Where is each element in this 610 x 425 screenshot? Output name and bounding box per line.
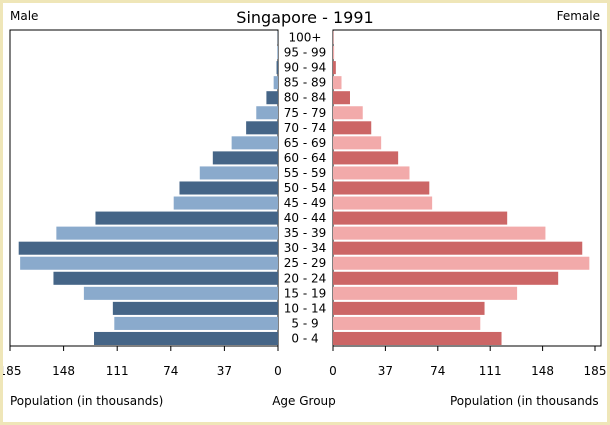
male-bar-12 — [212, 151, 278, 165]
male-axis-label: Population (in thousands) — [10, 394, 163, 408]
age-label-20: 100+ — [289, 31, 322, 45]
age-label-12: 60 - 64 — [284, 151, 327, 165]
female-bar-19 — [333, 46, 335, 60]
age-label-2: 10 - 14 — [284, 301, 327, 315]
male-bar-11 — [199, 166, 278, 180]
age-label-19: 95 - 99 — [284, 46, 327, 60]
female-bar-17 — [333, 76, 342, 90]
female-bar-7 — [333, 226, 546, 240]
female-tick-label-1: 37 — [378, 364, 393, 378]
female-bar-3 — [333, 286, 518, 300]
male-tick-label-4: 37 — [217, 364, 232, 378]
female-axis-label: Population (in thousands — [450, 394, 599, 408]
female-bar-16 — [333, 91, 350, 105]
male-label: Male — [10, 9, 38, 23]
male-tick-label-1: 148 — [52, 364, 75, 378]
age-label-13: 65 - 69 — [284, 136, 327, 150]
age-label-7: 35 - 39 — [284, 226, 327, 240]
male-bar-9 — [173, 196, 278, 210]
male-bar-15 — [256, 106, 278, 120]
female-tick-label-4: 148 — [531, 364, 554, 378]
age-label-17: 85 - 89 — [284, 76, 327, 90]
female-label: Female — [557, 9, 600, 23]
ticks-group: 185 148 111 74 37 0 0 37 74 111 148 185 — [3, 346, 606, 378]
female-bar-14 — [333, 121, 372, 135]
age-label-18: 90 - 94 — [284, 61, 327, 75]
male-bar-2 — [112, 301, 278, 315]
male-bar-14 — [246, 121, 278, 135]
age-label-15: 75 - 79 — [284, 106, 327, 120]
male-bar-16 — [266, 91, 278, 105]
female-bar-9 — [333, 196, 433, 210]
male-tick-label-2: 111 — [106, 364, 129, 378]
female-bar-18 — [333, 61, 336, 75]
female-bar-0 — [333, 331, 502, 345]
age-label-1: 5 - 9 — [291, 316, 318, 330]
age-label-14: 70 - 74 — [284, 121, 327, 135]
age-label-8: 40 - 44 — [284, 211, 327, 225]
male-bar-10 — [179, 181, 278, 195]
female-bar-10 — [333, 181, 430, 195]
age-label-3: 15 - 19 — [284, 286, 327, 300]
age-label-16: 80 - 84 — [284, 91, 327, 105]
female-bar-2 — [333, 301, 485, 315]
female-bar-13 — [333, 136, 382, 150]
female-tick-label-0: 0 — [329, 364, 337, 378]
age-label-0: 0 - 4 — [291, 331, 318, 345]
male-bar-7 — [56, 226, 278, 240]
age-label-11: 55 - 59 — [284, 166, 327, 180]
male-tick-label-0: 185 — [3, 364, 21, 378]
female-tick-label-3: 111 — [479, 364, 502, 378]
male-bar-1 — [114, 316, 278, 330]
female-bar-8 — [333, 211, 508, 225]
female-bar-5 — [333, 256, 590, 270]
female-bar-11 — [333, 166, 410, 180]
male-tick-label-3: 74 — [163, 364, 178, 378]
female-bar-6 — [333, 241, 583, 255]
population-pyramid-chart: Singapore - 1991 Male Female 0 - 45 - 91… — [3, 8, 606, 408]
male-bar-3 — [83, 286, 278, 300]
female-bar-15 — [333, 106, 363, 120]
male-bar-0 — [94, 331, 279, 345]
age-label-5: 25 - 29 — [284, 256, 327, 270]
female-tick-label-5: 185 — [584, 364, 607, 378]
female-bar-1 — [333, 316, 481, 330]
male-bar-13 — [231, 136, 278, 150]
male-tick-label-5: 0 — [274, 364, 282, 378]
female-bar-12 — [333, 151, 399, 165]
male-bar-19 — [277, 46, 278, 60]
male-bar-4 — [53, 271, 279, 285]
bars-group — [18, 31, 590, 345]
male-bar-17 — [273, 76, 278, 90]
age-label-9: 45 - 49 — [284, 196, 327, 210]
age-label-4: 20 - 24 — [284, 271, 327, 285]
female-bar-4 — [333, 271, 559, 285]
male-bar-8 — [95, 211, 278, 225]
male-bar-18 — [276, 61, 278, 75]
male-bar-5 — [20, 256, 278, 270]
age-label-6: 30 - 34 — [284, 241, 327, 255]
chart-title: Singapore - 1991 — [236, 8, 373, 27]
age-label-10: 50 - 54 — [284, 181, 327, 195]
female-tick-label-2: 74 — [430, 364, 445, 378]
age-group-axis-label: Age Group — [272, 394, 336, 408]
male-bar-6 — [18, 241, 278, 255]
